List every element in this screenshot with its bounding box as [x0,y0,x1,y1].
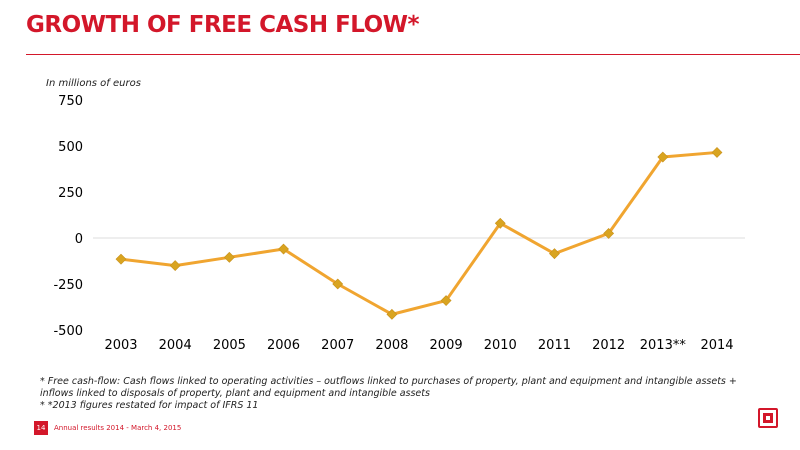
x-tick-label: 2010 [484,338,517,353]
x-tick-label: 2012 [592,338,625,353]
x-tick-label: 2008 [375,338,408,353]
data-point [603,227,615,239]
x-tick-label: 2006 [267,338,300,353]
y-tick-label: 0 [75,232,83,247]
y-tick-label: 250 [58,186,83,201]
footnote-definition: * Free cash-flow: Cash flows linked to o… [40,376,737,399]
cash-flow-line-chart: 750 500 250 0 -250 -500 2003 2004 2005 2006 2007 20… [53,94,745,353]
y-tick-label: -250 [53,278,83,293]
title-divider [26,54,800,55]
x-tick-label: 2007 [321,338,354,353]
x-tick-label: 2004 [159,338,192,353]
y-tick-label: -500 [53,324,83,339]
bouygues-logo-icon [758,408,778,428]
data-point [549,248,560,260]
data-point [494,217,506,229]
y-tick-label: 750 [58,94,83,109]
x-tick-label: 2009 [430,338,463,353]
x-tick-label: 2013** [640,338,687,353]
data-point [440,295,452,306]
page-title: GROWTH OF FREE CASH FLOW* [26,12,420,38]
x-tick-label: 2003 [104,338,137,353]
x-tick-label: 2011 [538,338,571,353]
data-point [657,151,669,163]
footnotes: * Free cash-flow: Cash flows linked to o… [40,376,770,412]
data-point [278,243,289,255]
x-tick-label: 2014 [700,338,733,353]
unit-label: In millions of euros [46,78,141,89]
data-point [711,147,723,158]
series-line [120,150,718,316]
footnote-restatement: * *2013 figures restated for impact of I… [40,400,259,411]
data-point [386,308,398,320]
data-point [223,251,235,263]
y-tick-label: 500 [58,140,83,155]
data-point [332,278,344,290]
footer-text: Annual results 2014 - March 4, 2015 [54,424,182,432]
data-point [169,260,181,272]
data-point [115,253,127,265]
x-tick-label: 2005 [213,338,246,353]
page-number: 14 [34,421,48,435]
